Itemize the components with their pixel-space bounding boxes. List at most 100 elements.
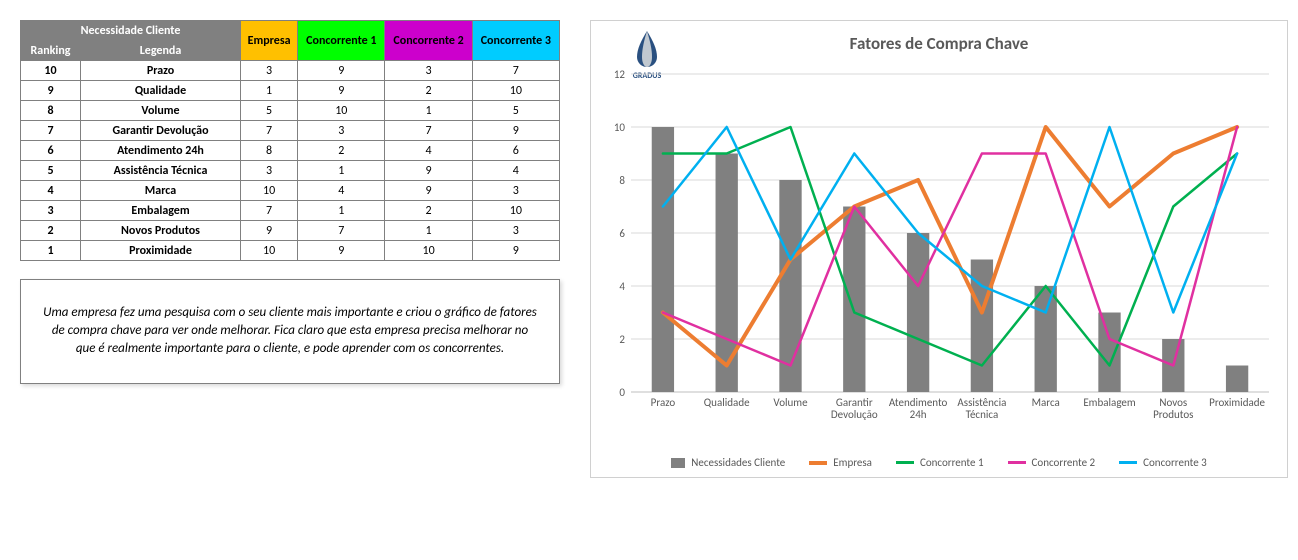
cell-value: 7 — [298, 221, 385, 241]
svg-text:GarantirDevolução: GarantirDevolução — [831, 396, 878, 421]
legend-item: Concorrente 3 — [1119, 456, 1207, 469]
svg-text:10: 10 — [614, 121, 626, 134]
cell-rank: 5 — [21, 161, 81, 181]
legend-item: Empresa — [809, 456, 872, 469]
legend-label: Concorrente 1 — [920, 456, 984, 469]
cell-value: 4 — [298, 181, 385, 201]
cell-value: 7 — [241, 121, 298, 141]
legend-label: Necessidades Cliente — [691, 456, 785, 469]
cell-value: 9 — [298, 241, 385, 261]
cell-rank: 9 — [21, 81, 81, 101]
svg-text:12: 12 — [614, 68, 626, 81]
cell-value: 3 — [385, 61, 472, 81]
cell-value: 9 — [298, 81, 385, 101]
legend-label: Concorrente 3 — [1143, 456, 1207, 469]
chart-legend: Necessidades Cliente Empresa Concorrente 1… — [599, 456, 1279, 469]
cell-value: 9 — [472, 121, 559, 141]
chart-panel: GRADUS Fatores de Compra Chave 024681012… — [590, 20, 1288, 478]
cell-value: 3 — [298, 121, 385, 141]
cell-value: 10 — [298, 101, 385, 121]
legend-swatch — [896, 461, 914, 464]
cell-value: 3 — [472, 221, 559, 241]
table-row: 5Assistência Técnica3194 — [21, 161, 560, 181]
cell-value: 7 — [385, 121, 472, 141]
cell-label: Proximidade — [81, 241, 241, 261]
cell-value: 2 — [385, 81, 472, 101]
cell-label: Prazo — [81, 61, 241, 81]
cell-rank: 10 — [21, 61, 81, 81]
cell-label: Assistência Técnica — [81, 161, 241, 181]
cell-rank: 8 — [21, 101, 81, 121]
chart-title: Fatores de Compra Chave — [599, 33, 1279, 54]
cell-label: Marca — [81, 181, 241, 201]
chart-area: 024681012PrazoQualidadeVolumeGarantirDev… — [599, 64, 1279, 444]
note-box: Uma empresa fez uma pesquisa com o seu c… — [20, 279, 560, 384]
svg-text:4: 4 — [619, 280, 625, 293]
table-row: 4Marca10493 — [21, 181, 560, 201]
svg-text:NovosProdutos: NovosProdutos — [1153, 396, 1193, 421]
legend-swatch — [671, 458, 685, 468]
svg-text:6: 6 — [619, 227, 625, 240]
svg-text:2: 2 — [619, 333, 625, 346]
svg-text:Prazo: Prazo — [651, 396, 676, 409]
th-empresa: Empresa — [241, 21, 298, 61]
svg-text:Proximidade: Proximidade — [1209, 396, 1265, 409]
cell-value: 9 — [385, 161, 472, 181]
th-ranking: Ranking — [21, 41, 81, 61]
cell-rank: 1 — [21, 241, 81, 261]
cell-label: Embalagem — [81, 201, 241, 221]
legend-label: Concorrente 2 — [1032, 456, 1096, 469]
svg-text:Volume: Volume — [773, 396, 808, 409]
cell-value: 3 — [472, 181, 559, 201]
cell-value: 1 — [241, 81, 298, 101]
cell-value: 10 — [472, 81, 559, 101]
legend-swatch — [809, 461, 827, 465]
cell-value: 3 — [241, 161, 298, 181]
cell-rank: 4 — [21, 181, 81, 201]
th-c1: Concorrente 1 — [298, 21, 385, 61]
cell-value: 1 — [298, 201, 385, 221]
cell-value: 6 — [472, 141, 559, 161]
cell-value: 9 — [241, 221, 298, 241]
cell-rank: 7 — [21, 121, 81, 141]
svg-text:8: 8 — [619, 174, 625, 187]
cell-label: Atendimento 24h — [81, 141, 241, 161]
cell-label: Volume — [81, 101, 241, 121]
legend-swatch — [1008, 461, 1026, 464]
th-c3: Concorrente 3 — [472, 21, 559, 61]
cell-rank: 2 — [21, 221, 81, 241]
cell-label: Garantir Devolução — [81, 121, 241, 141]
svg-text:Marca: Marca — [1032, 396, 1060, 409]
table-row: 6Atendimento 24h8246 — [21, 141, 560, 161]
svg-text:Atendimento24h: Atendimento24h — [889, 396, 948, 421]
cell-value: 7 — [241, 201, 298, 221]
cell-value: 2 — [385, 201, 472, 221]
table-row: 7Garantir Devolução7379 — [21, 121, 560, 141]
table-row: 9Qualidade19210 — [21, 81, 560, 101]
cell-value: 8 — [241, 141, 298, 161]
table-row: 3Embalagem71210 — [21, 201, 560, 221]
cell-value: 10 — [241, 241, 298, 261]
legend-item: Necessidades Cliente — [671, 456, 785, 469]
cell-value: 4 — [472, 161, 559, 181]
cell-value: 5 — [241, 101, 298, 121]
cell-value: 5 — [472, 101, 559, 121]
legend-item: Concorrente 2 — [1008, 456, 1096, 469]
cell-value: 9 — [472, 241, 559, 261]
cell-value: 1 — [385, 101, 472, 121]
cell-value: 2 — [298, 141, 385, 161]
legend-swatch — [1119, 461, 1137, 464]
cell-value: 1 — [385, 221, 472, 241]
cell-rank: 6 — [21, 141, 81, 161]
cell-rank: 3 — [21, 201, 81, 221]
th-group: Necessidade Cliente — [21, 21, 241, 41]
table-row: 1Proximidade109109 — [21, 241, 560, 261]
legend-label: Empresa — [833, 456, 872, 469]
svg-text:Qualidade: Qualidade — [704, 396, 750, 409]
cell-value: 3 — [241, 61, 298, 81]
cell-value: 10 — [241, 181, 298, 201]
data-table: Necessidade Cliente Empresa Concorrente … — [20, 20, 560, 261]
table-row: 10Prazo3937 — [21, 61, 560, 81]
cell-value: 10 — [385, 241, 472, 261]
cell-value: 4 — [385, 141, 472, 161]
